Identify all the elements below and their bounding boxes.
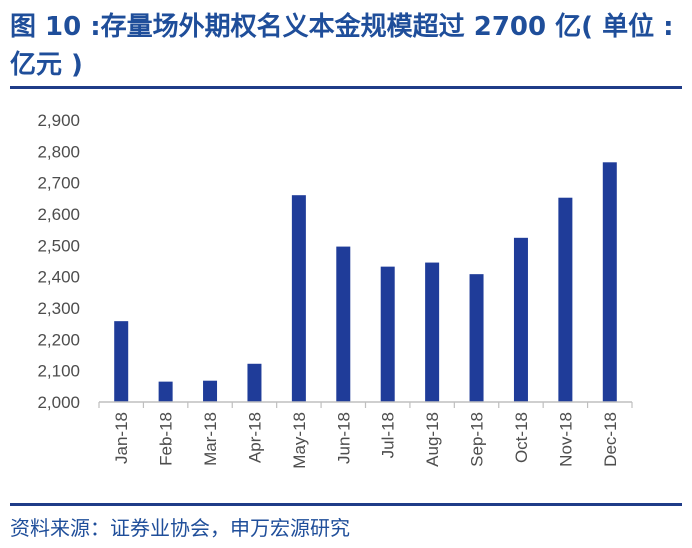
bar-jan-18 (114, 321, 129, 402)
x-tick-label: Mar-18 (201, 412, 220, 466)
x-tick-label: Nov-18 (556, 412, 575, 467)
bar-feb-18 (158, 381, 173, 402)
y-tick-label: 2,000 (37, 393, 80, 412)
y-tick-label: 2,900 (37, 111, 80, 130)
bar-chart: 2,000 2,100 2,200 2,300 2,400 2,500 2,600 2,700… (37, 111, 633, 469)
chart-title: 图 10 :存量场外期权名义本金规模超过 2700 亿( 单位 : 亿元 ) (10, 12, 674, 80)
x-axis: Jan-18 Feb-18 Mar-18 Apr-18 May-18 Jun-18 Jul-… (98, 401, 633, 469)
bar-oct-18 (513, 237, 528, 402)
bar-apr-18 (247, 363, 262, 402)
y-tick-label: 2,300 (37, 299, 80, 318)
y-tick-label: 2,200 (37, 330, 80, 349)
y-tick-label: 2,700 (37, 174, 80, 193)
y-tick-label: 2,800 (37, 142, 80, 161)
bars (114, 162, 617, 402)
x-tick-label: Jan-18 (112, 412, 131, 464)
x-tick-label: May-18 (290, 412, 309, 469)
x-tick-label: Sep-18 (468, 412, 487, 467)
x-tick-label: Apr-18 (245, 412, 264, 463)
y-tick-label: 2,100 (37, 362, 80, 381)
y-tick-label: 2,600 (37, 205, 80, 224)
source-divider (10, 503, 682, 506)
x-tick-label: Aug-18 (423, 412, 442, 467)
bar-nov-18 (558, 197, 573, 402)
x-tick-label: Jun-18 (334, 412, 353, 464)
source-note: 资料来源：证券业协会，申万宏源研究 (10, 516, 350, 540)
x-tick-label: Oct-18 (512, 412, 531, 463)
x-tick-label: Dec-18 (601, 412, 620, 467)
y-axis: 2,000 2,100 2,200 2,300 2,400 2,500 2,600 2,700… (37, 111, 80, 412)
x-tick-label: Feb-18 (157, 412, 176, 466)
x-tick-label: Jul-18 (379, 412, 398, 458)
title-divider (10, 86, 682, 89)
y-tick-label: 2,400 (37, 268, 80, 287)
bar-jun-18 (336, 246, 351, 402)
bar-sep-18 (469, 274, 484, 402)
bar-may-18 (291, 195, 306, 402)
bar-mar-18 (203, 380, 218, 402)
bar-dec-18 (602, 162, 617, 402)
y-tick-label: 2,500 (37, 236, 80, 255)
bar-jul-18 (380, 266, 395, 402)
bar-aug-18 (425, 262, 440, 402)
